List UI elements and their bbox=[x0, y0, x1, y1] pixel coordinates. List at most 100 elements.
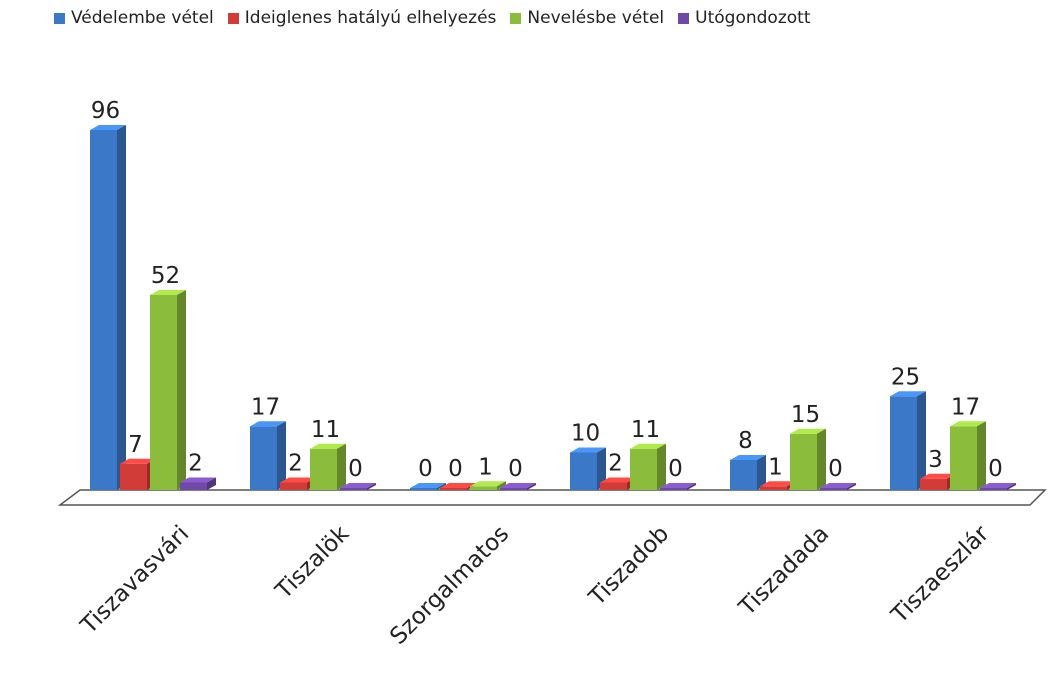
bar-top bbox=[180, 477, 216, 483]
legend-item-ideiglenes: Ideiglenes hatályú elhelyezés bbox=[227, 8, 496, 28]
bar-side bbox=[817, 428, 826, 490]
bar-top bbox=[410, 483, 446, 488]
data-label: 0 bbox=[448, 456, 463, 482]
bar-front bbox=[920, 478, 947, 490]
legend: Védelembe vétel Ideiglenes hatályú elhel… bbox=[54, 8, 824, 28]
data-label: 0 bbox=[348, 456, 363, 482]
bar-top bbox=[120, 458, 156, 464]
data-label: 10 bbox=[571, 421, 600, 447]
data-label: 96 bbox=[91, 98, 120, 124]
bar-side bbox=[977, 421, 986, 490]
bar-front bbox=[760, 486, 787, 490]
bar-side bbox=[497, 481, 506, 490]
data-label: 1 bbox=[768, 454, 783, 480]
bar bbox=[820, 483, 856, 490]
bar bbox=[340, 483, 376, 490]
bar-top bbox=[790, 428, 826, 434]
bar-side bbox=[207, 477, 216, 490]
bar-front bbox=[150, 295, 177, 490]
bar-top bbox=[500, 483, 536, 488]
bar-side bbox=[337, 443, 346, 490]
category-label: Tiszalök bbox=[270, 520, 354, 604]
bar-front bbox=[890, 396, 917, 490]
bar-front bbox=[340, 488, 367, 490]
bar-front bbox=[730, 460, 757, 490]
bar-top bbox=[660, 483, 696, 488]
data-label: 7 bbox=[128, 432, 143, 458]
bar-top bbox=[890, 391, 926, 397]
bar-top bbox=[280, 477, 316, 483]
bar-top bbox=[730, 455, 766, 460]
legend-swatch-icon bbox=[678, 12, 690, 24]
bar bbox=[660, 483, 696, 490]
bar-top bbox=[980, 483, 1016, 488]
bar-front bbox=[570, 452, 597, 490]
bar-front bbox=[410, 488, 437, 490]
category-label: Tiszadada bbox=[734, 521, 835, 622]
bar-front bbox=[470, 486, 497, 490]
bar-front bbox=[600, 482, 627, 490]
bar bbox=[730, 455, 766, 490]
legend-item-utogondozott: Utógondozott bbox=[678, 8, 810, 28]
data-label: 0 bbox=[418, 456, 433, 482]
bar-side bbox=[367, 483, 376, 490]
bar-top bbox=[440, 483, 476, 488]
data-label: 8 bbox=[738, 428, 753, 454]
bar-top bbox=[340, 483, 376, 488]
bar-top bbox=[950, 421, 986, 427]
bar-front bbox=[500, 488, 527, 490]
bar-side bbox=[597, 447, 606, 490]
bar-front bbox=[950, 426, 977, 490]
legend-item-nevelesbe: Nevelésbe vétel bbox=[510, 8, 664, 28]
bar-side bbox=[687, 483, 696, 490]
bar-top bbox=[470, 481, 506, 487]
data-label: 3 bbox=[928, 447, 943, 473]
floor-plane bbox=[57, 489, 1047, 506]
bar bbox=[890, 391, 926, 490]
bar bbox=[180, 477, 216, 490]
data-label: 17 bbox=[251, 394, 280, 420]
bar-front bbox=[630, 448, 657, 490]
bar-side bbox=[917, 391, 926, 490]
bars bbox=[90, 125, 1016, 490]
bar-front bbox=[820, 488, 847, 490]
bar-top bbox=[820, 483, 856, 488]
data-label: 25 bbox=[891, 364, 920, 390]
category-label: Szorgalmatos bbox=[385, 521, 514, 650]
bar bbox=[500, 483, 536, 490]
bar-front bbox=[280, 482, 307, 490]
bar-top bbox=[250, 421, 286, 427]
bar-front bbox=[440, 488, 467, 490]
bar-side bbox=[657, 443, 666, 490]
bar bbox=[410, 483, 446, 490]
data-label: 1 bbox=[478, 454, 493, 480]
data-label: 0 bbox=[668, 456, 683, 482]
bar-front bbox=[310, 448, 337, 490]
data-label: 11 bbox=[311, 417, 340, 443]
data-label: 0 bbox=[828, 456, 843, 482]
legend-swatch-icon bbox=[510, 12, 522, 24]
data-label: 0 bbox=[988, 456, 1003, 482]
data-label: 2 bbox=[188, 451, 203, 477]
bar-top bbox=[570, 447, 606, 453]
bar-top bbox=[310, 443, 346, 449]
data-label: 2 bbox=[288, 451, 303, 477]
bar bbox=[790, 428, 826, 490]
data-label: 11 bbox=[631, 417, 660, 443]
bar bbox=[120, 458, 156, 490]
bar-side bbox=[437, 483, 446, 490]
bar bbox=[950, 421, 986, 490]
bar-front bbox=[790, 433, 817, 490]
bar bbox=[470, 481, 506, 490]
data-label: 52 bbox=[151, 263, 180, 289]
bar-front bbox=[90, 130, 117, 490]
bar-side bbox=[757, 455, 766, 490]
category-label: Tiszaeszlár bbox=[886, 520, 995, 629]
data-label: 2 bbox=[608, 451, 623, 477]
bar-front bbox=[250, 426, 277, 490]
bar-side bbox=[277, 421, 286, 490]
bar-front bbox=[180, 482, 207, 490]
bar bbox=[250, 421, 286, 490]
